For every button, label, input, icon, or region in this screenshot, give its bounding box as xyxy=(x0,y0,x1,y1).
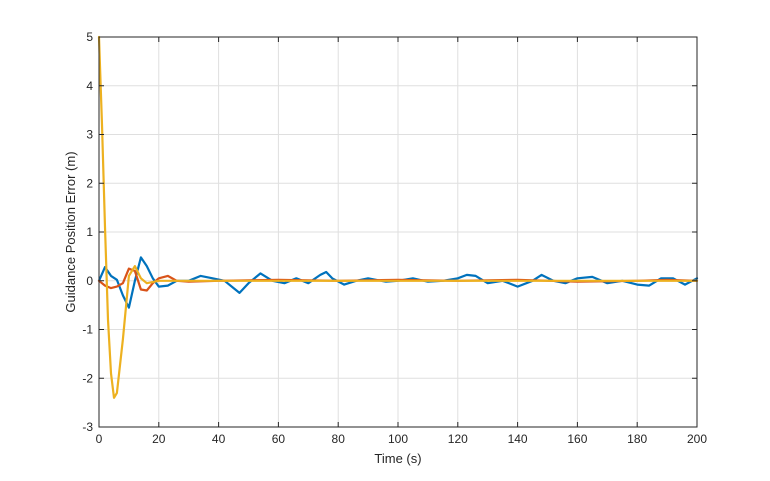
y-tick-label: 2 xyxy=(86,176,93,190)
series-lines xyxy=(97,35,699,399)
x-axis-ticks: 0 20 40 60 80 100 120 140 160 180 200 xyxy=(96,37,707,446)
x-tick-label: 120 xyxy=(448,432,468,446)
grid xyxy=(98,36,698,428)
series-line-3 xyxy=(97,35,699,399)
x-tick-label: 180 xyxy=(627,432,647,446)
x-tick-label: 160 xyxy=(567,432,587,446)
y-tick-label: 5 xyxy=(86,30,93,44)
y-tick-label: -1 xyxy=(82,323,93,337)
x-tick-label: 60 xyxy=(272,432,286,446)
x-tick-label: 40 xyxy=(212,432,226,446)
x-tick-label: 200 xyxy=(687,432,707,446)
y-tick-label: -3 xyxy=(82,420,93,434)
y-tick-label: 1 xyxy=(86,225,93,239)
x-tick-label: 20 xyxy=(152,432,166,446)
y-tick-label: 3 xyxy=(86,128,93,142)
y-axis-label: Guidance Position Error (m) xyxy=(63,151,78,312)
x-axis-label: Time (s) xyxy=(374,451,421,466)
y-tick-label: 0 xyxy=(86,274,93,288)
x-tick-label: 80 xyxy=(332,432,346,446)
y-tick-label: 4 xyxy=(86,79,93,93)
y-tick-label: -2 xyxy=(82,371,93,385)
x-tick-label: 100 xyxy=(388,432,408,446)
x-tick-label: 140 xyxy=(508,432,528,446)
y-axis-ticks: -3 -2 -1 0 1 2 3 4 5 xyxy=(82,30,697,434)
x-tick-label: 0 xyxy=(96,432,103,446)
